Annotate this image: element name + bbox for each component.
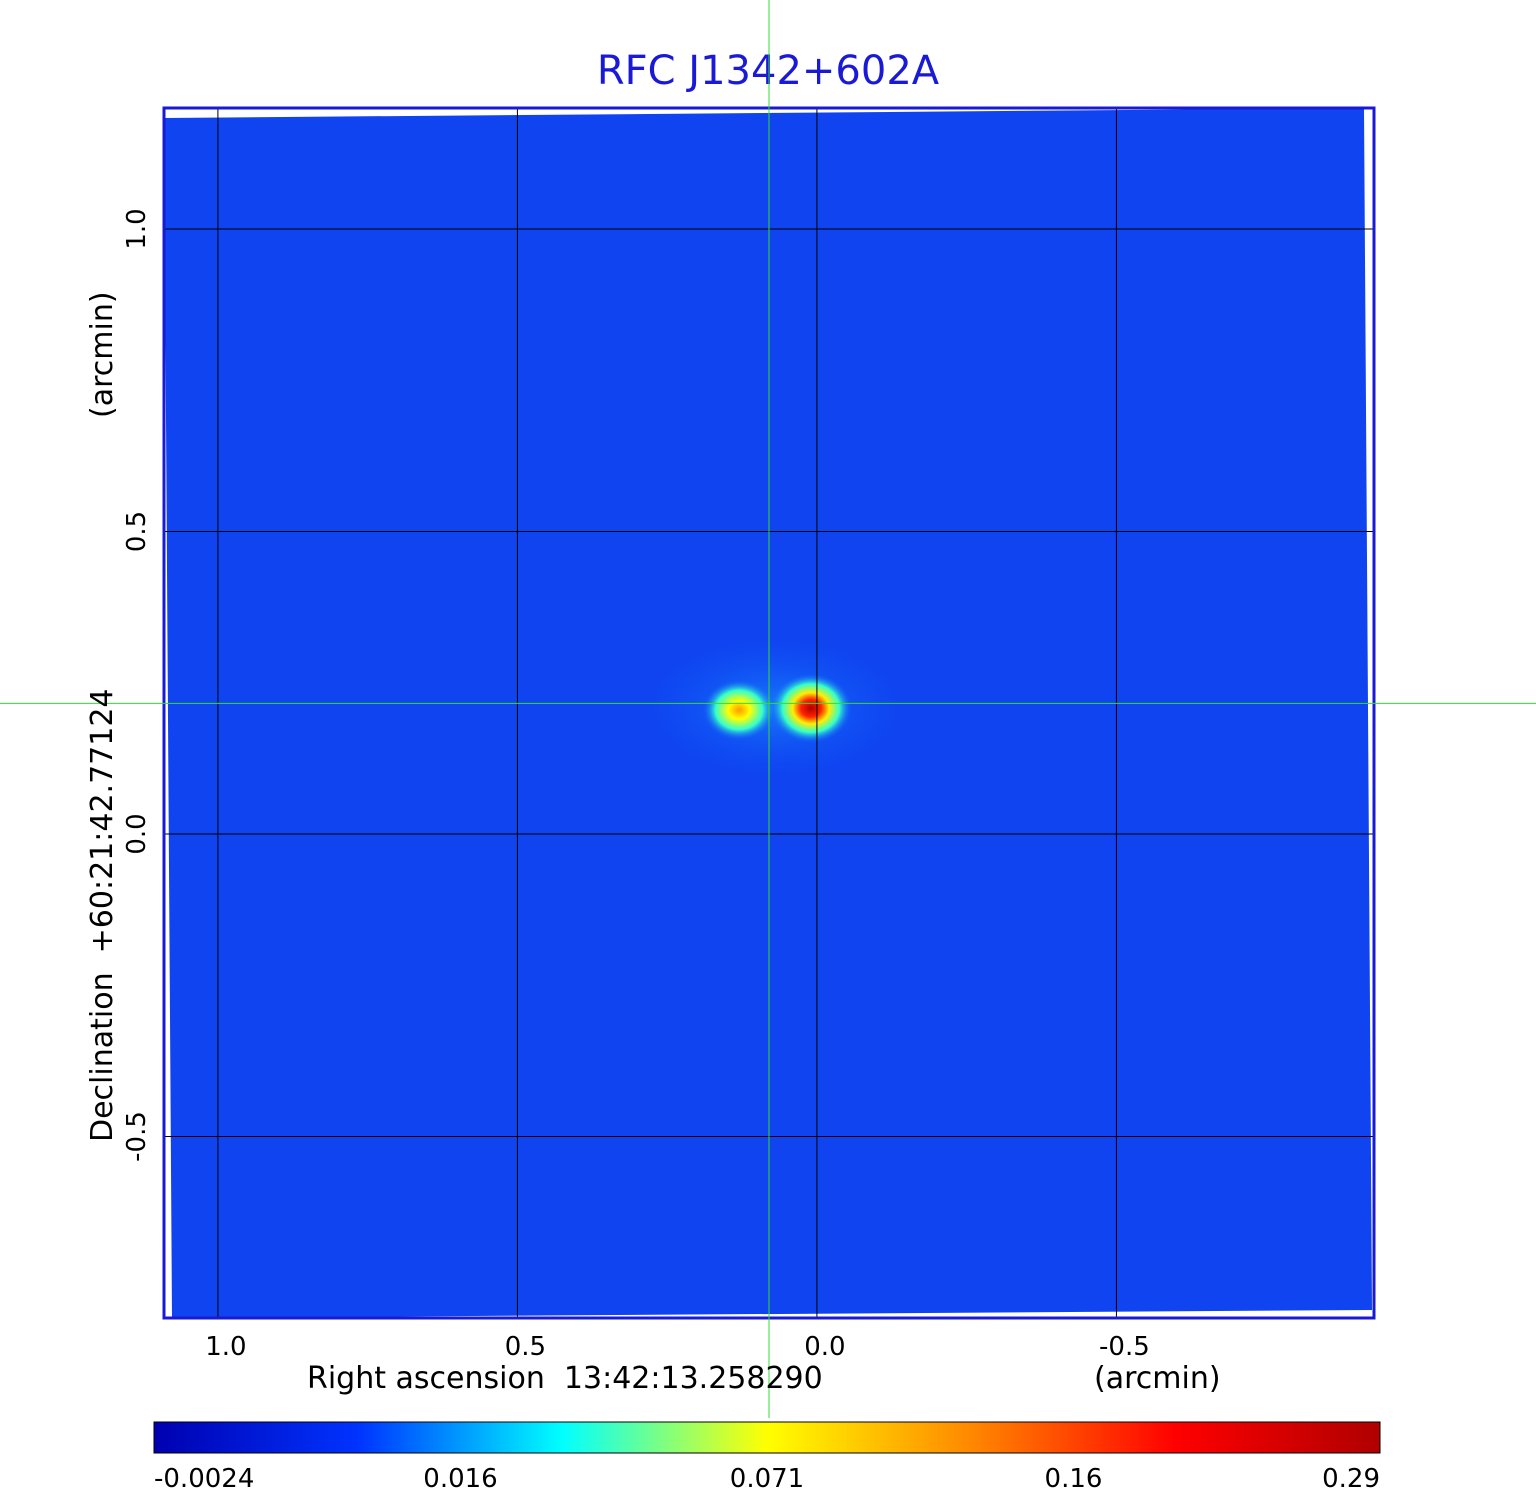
x-axis-unit: (arcmin) (1094, 1361, 1221, 1396)
colorbar-tick-label-1: 0.016 (423, 1464, 497, 1494)
source-0 (702, 679, 776, 741)
x-axis-label: Right ascension 13:42:13.258290 (307, 1361, 823, 1396)
colorbar-tick-label-4: 0.29 (1322, 1464, 1380, 1494)
coordinate-grid (164, 108, 1374, 1318)
source-1 (770, 673, 852, 743)
x-tick-label-1: 0.5 (505, 1332, 546, 1362)
x-tick-labels: 1.0 0.5 0.0 -0.5 (205, 1332, 1150, 1362)
colorbar (153, 1421, 1381, 1454)
sources (702, 673, 852, 743)
colorbar-tick-label-3: 0.16 (1045, 1464, 1103, 1494)
y-tick-label-1: 0.5 (122, 511, 152, 552)
crosshair (0, 0, 1536, 1418)
y-tick-label-2: 0.0 (122, 813, 152, 854)
x-tick-label-0: 1.0 (205, 1332, 246, 1362)
y-tick-label-3: -0.5 (122, 1111, 152, 1162)
y-tick-labels: 1.0 0.5 0.0 -0.5 (122, 208, 152, 1162)
colorbar-tick-label-0: -0.0024 (154, 1464, 254, 1494)
colorbar-tick-label-2: 0.071 (730, 1464, 804, 1494)
y-axis-label: Declination +60:21:42.77124 (85, 688, 120, 1142)
y-axis-unit: (arcmin) (85, 291, 120, 418)
chart-title: RFC J1342+602A (596, 48, 940, 94)
x-tick-label-2: 0.0 (804, 1332, 845, 1362)
x-tick-label-3: -0.5 (1099, 1332, 1150, 1362)
colorbar-tick-labels: -0.0024 0.016 0.071 0.16 0.29 (154, 1464, 1380, 1494)
y-tick-label-0: 1.0 (122, 208, 152, 249)
